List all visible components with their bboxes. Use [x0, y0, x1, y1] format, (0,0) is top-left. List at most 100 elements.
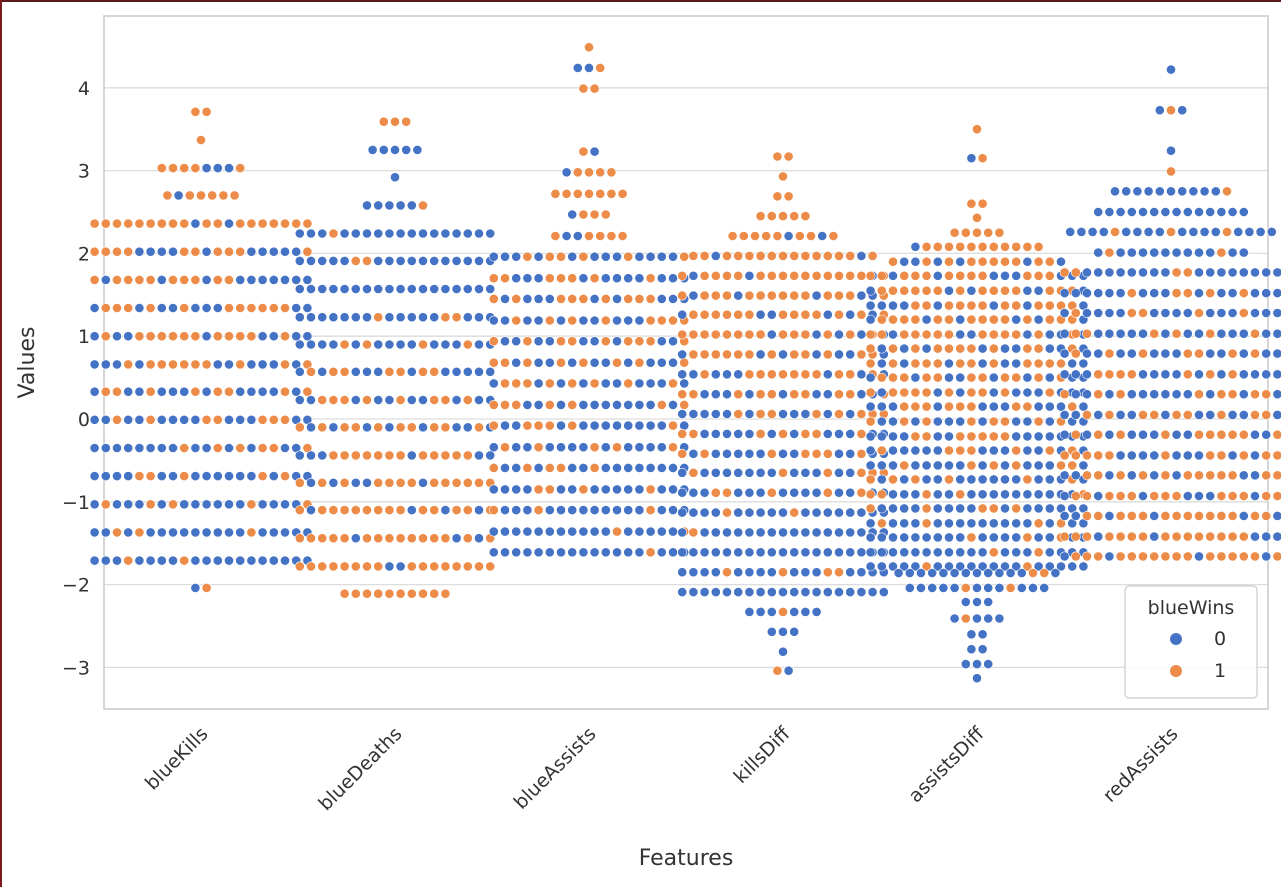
swarm-point — [688, 309, 699, 320]
swarm-point — [600, 293, 611, 304]
swarm-point — [500, 336, 510, 347]
swarm-point — [1149, 409, 1160, 420]
swarm-point — [1059, 429, 1070, 440]
swarm-point — [485, 228, 496, 239]
swarm-point — [533, 273, 544, 284]
swarm-point — [1272, 288, 1281, 298]
swarm-point — [1078, 460, 1089, 471]
swarm-point — [677, 547, 688, 558]
swarm-point — [733, 467, 744, 478]
swarm-point — [789, 467, 800, 478]
swarm-point — [710, 507, 721, 518]
swarm-point — [212, 386, 223, 397]
swarm-point — [1166, 145, 1176, 156]
swarm-point — [1059, 470, 1070, 481]
swarm-point — [600, 462, 611, 473]
swarm-point — [429, 339, 440, 350]
legend-box — [1124, 585, 1258, 699]
swarm-point — [280, 246, 290, 257]
swarm-point — [899, 518, 910, 529]
swarm-point — [733, 290, 744, 301]
swarm-point — [384, 477, 395, 488]
swarm-point — [134, 443, 145, 453]
swarm-point — [196, 190, 206, 201]
swarm-point — [988, 532, 999, 543]
swarm-point — [834, 250, 844, 261]
swarm-point — [418, 561, 428, 572]
swarm-point — [1059, 389, 1070, 400]
swarm-point — [1093, 551, 1104, 562]
swarm-point — [1149, 531, 1160, 542]
swarm-point — [1011, 431, 1022, 442]
swarm-point — [418, 228, 428, 239]
swarm-point — [679, 357, 690, 368]
swarm-point — [168, 499, 178, 510]
swarm-point — [921, 372, 932, 383]
swarm-point — [910, 547, 921, 558]
swarm-point — [362, 366, 372, 377]
swarm-point — [406, 422, 417, 433]
swarm-point — [123, 359, 134, 370]
swarm-point — [362, 395, 372, 405]
swarm-point — [100, 555, 111, 566]
swarm-point — [1126, 267, 1137, 278]
swarm-point — [544, 336, 555, 347]
swarm-point — [834, 467, 844, 478]
swarm-point — [1194, 328, 1204, 339]
swarm-point — [196, 135, 206, 145]
swarm-point — [744, 290, 755, 301]
swarm-point — [173, 190, 184, 201]
swarm-point — [856, 448, 867, 459]
swarm-point — [856, 290, 867, 301]
swarm-point — [190, 471, 201, 481]
swarm-point — [1238, 450, 1249, 461]
swarm-point — [246, 414, 257, 425]
swarm-point — [488, 484, 499, 495]
swarm-point — [1160, 207, 1171, 217]
swarm-point — [362, 284, 372, 294]
swarm-point — [938, 568, 949, 578]
swarm-point — [789, 448, 800, 459]
swarm-point — [822, 507, 833, 518]
swarm-point — [1104, 247, 1115, 258]
swarm-point — [955, 431, 966, 442]
swarm-point — [710, 567, 721, 578]
swarm-point — [856, 329, 867, 340]
swarm-point — [212, 527, 223, 538]
swarm-point — [921, 489, 932, 500]
swarm-point — [395, 450, 406, 461]
swarm-point — [899, 460, 910, 471]
swarm-point — [179, 303, 190, 313]
swarm-point — [1059, 531, 1070, 542]
swarm-point — [1115, 429, 1126, 440]
swarm-point — [145, 386, 156, 397]
swarm-point — [1216, 389, 1227, 400]
swarm-point — [1272, 308, 1281, 318]
swarm-point — [384, 284, 395, 294]
swarm-point — [856, 527, 867, 538]
swarm-point — [1250, 369, 1260, 380]
swarm-point — [1182, 491, 1193, 501]
swarm-point — [899, 270, 910, 281]
swarm-point — [544, 484, 555, 495]
swarm-point — [834, 329, 844, 340]
swarm-point — [1044, 489, 1055, 500]
swarm-point — [488, 378, 499, 389]
swarm-point — [462, 228, 473, 239]
swarm-point — [201, 583, 212, 593]
swarm-point — [944, 460, 954, 471]
swarm-point — [634, 526, 645, 537]
window-left-border — [0, 0, 2, 887]
swarm-point — [1059, 450, 1070, 461]
swarm-point — [544, 315, 555, 326]
swarm-point — [623, 505, 634, 515]
swarm-point — [766, 448, 777, 459]
swarm-point — [865, 270, 876, 281]
swarm-point — [485, 284, 496, 294]
swarm-point — [988, 489, 999, 500]
swarm-point — [955, 445, 966, 456]
swarm-point — [190, 163, 201, 173]
swarm-point — [1022, 329, 1033, 340]
swarm-point — [1044, 518, 1055, 529]
swarm-point — [522, 336, 533, 347]
